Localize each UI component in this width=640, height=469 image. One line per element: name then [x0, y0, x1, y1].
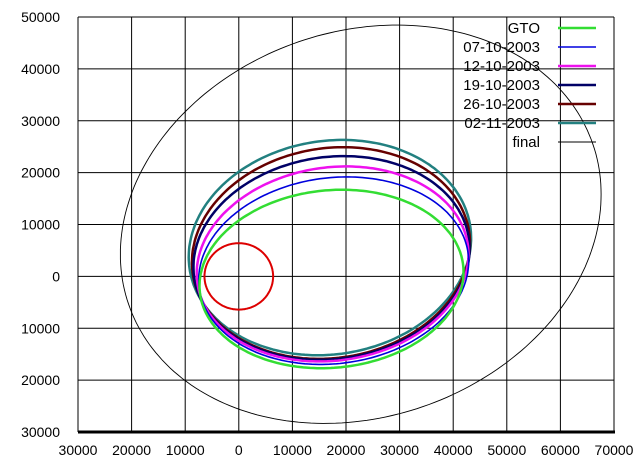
y-tick-label: 0: [52, 268, 60, 284]
y-axis-ticks: 50000 40000 30000 20000 10000 0 10000 20000 3000…: [21, 9, 60, 440]
x-tick-label: 0: [235, 442, 243, 458]
x-tick-label: 10000: [273, 442, 312, 458]
x-tick-label: 20000: [112, 442, 151, 458]
earth-circle: [203, 242, 275, 311]
x-tick-label: 10000: [166, 442, 205, 458]
x-tick-label: 60000: [541, 442, 580, 458]
legend-label: 07-10-2003: [463, 39, 540, 56]
y-tick-label: 40000: [21, 61, 60, 77]
x-tick-label: 30000: [59, 442, 98, 458]
y-tick-label: 10000: [21, 217, 60, 233]
legend-label: final: [512, 134, 540, 151]
legend-label: 26-10-2003: [463, 96, 540, 113]
legend: GTO 07-10-2003 12-10-2003 19-10-2003 26-10-2…: [463, 20, 596, 151]
y-tick-label: 20000: [21, 372, 60, 388]
orbit-line-02-11-2003: [187, 138, 473, 357]
legend-label: 12-10-2003: [463, 58, 540, 75]
orbit-line-final: [119, 24, 602, 424]
orbit-line-GTO: [198, 188, 465, 370]
y-tick-label: 50000: [21, 9, 60, 25]
plot-frame: [77, 16, 615, 434]
x-tick-label: 50000: [487, 442, 526, 458]
x-tick-label: 30000: [380, 442, 419, 458]
x-tick-label: 70000: [595, 442, 634, 458]
y-tick-label: 30000: [21, 424, 60, 440]
orbit-line-19-10-2003: [192, 154, 471, 362]
x-tick-label: 20000: [327, 442, 366, 458]
x-axis-ticks: 30000 20000 10000 0 10000 20000 30000 40000 5000…: [59, 442, 634, 458]
y-tick-label: 30000: [21, 113, 60, 129]
legend-label: 02-11-2003: [464, 115, 540, 132]
legend-label: 19-10-2003: [463, 77, 540, 94]
y-tick-label: 20000: [21, 165, 60, 181]
orbit-curves: [119, 24, 602, 424]
legend-label: GTO: [508, 20, 540, 37]
x-tick-label: 40000: [434, 442, 473, 458]
y-tick-label: 10000: [21, 320, 60, 336]
orbit-line-12-10-2003: [195, 165, 470, 363]
